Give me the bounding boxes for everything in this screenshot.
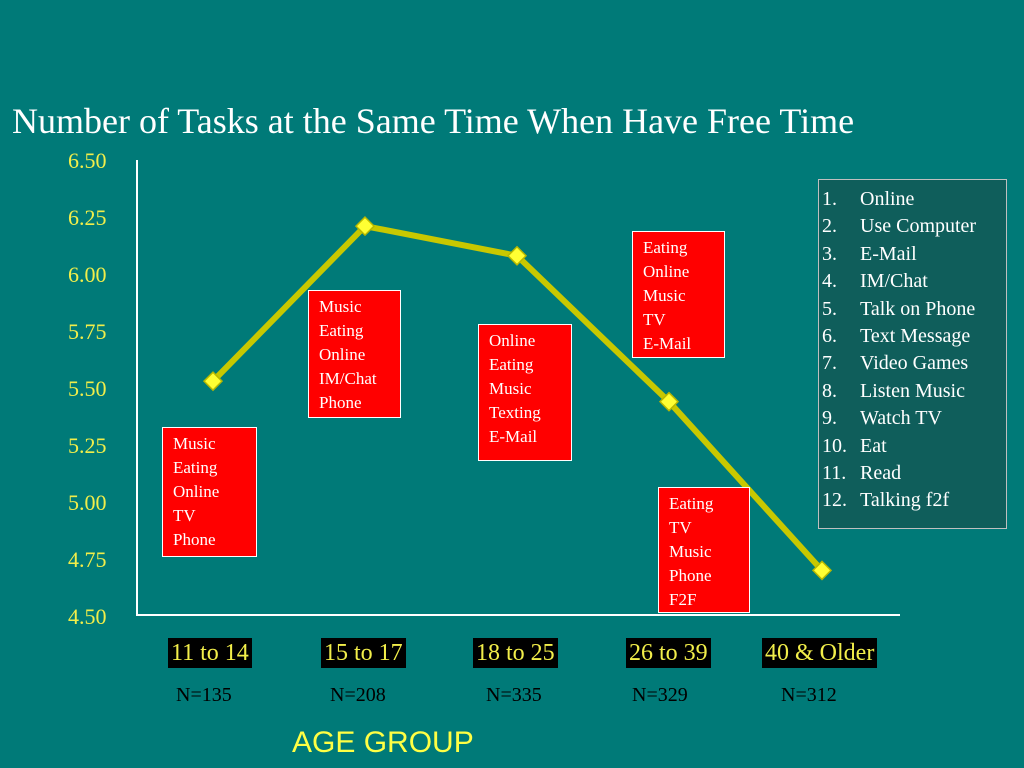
legend-item-label: Online bbox=[860, 188, 915, 210]
task-box-line: E-Mail bbox=[643, 334, 692, 353]
data-point-marker bbox=[506, 245, 528, 266]
task-box-line: Phone bbox=[319, 393, 362, 412]
legend-item-label: Text Message bbox=[860, 324, 971, 347]
y-tick-label: 5.50 bbox=[68, 376, 107, 401]
legend-item-label: IM/Chat bbox=[860, 270, 928, 293]
x-category-label: 18 to 25 bbox=[473, 638, 558, 668]
legend-item-label: Watch TV bbox=[860, 407, 942, 430]
task-box-line: Eating bbox=[669, 494, 714, 513]
legend-item-number: 6. bbox=[822, 324, 837, 347]
data-point-marker bbox=[658, 391, 680, 412]
legend-item: 4. IM/Chat bbox=[819, 268, 1006, 295]
legend-item: 12. Talking f2f bbox=[819, 487, 1006, 514]
task-box-line: F2F bbox=[669, 590, 697, 609]
task-box-line: Online bbox=[173, 482, 220, 501]
n-count-label: N=329 bbox=[632, 684, 688, 706]
task-box-line: Phone bbox=[669, 566, 712, 585]
y-tick-label: 5.25 bbox=[68, 433, 107, 458]
x-category-label: 26 to 39 bbox=[626, 638, 711, 668]
legend-item: 11. Read bbox=[819, 460, 1006, 487]
legend-item-number: 11. bbox=[822, 461, 847, 484]
task-legend: 1. Online 2. Use Computer 3. E-Mail 4. IM/Chat 5… bbox=[818, 179, 1007, 529]
n-count-label: N=335 bbox=[486, 684, 542, 706]
task-box-line: Music bbox=[643, 286, 686, 305]
task-box-line: Eating bbox=[173, 458, 218, 477]
task-box-26-to-39: Eating Online Music TV E-Mail bbox=[632, 231, 725, 358]
task-box-line: Phone bbox=[173, 530, 216, 549]
legend-item: 5. Talk on Phone bbox=[819, 296, 1006, 323]
legend-item-number: 10. bbox=[822, 434, 847, 457]
task-box-line: Texting bbox=[489, 403, 541, 422]
task-box-line: Eating bbox=[489, 355, 534, 374]
task-box-line: IM/Chat bbox=[319, 369, 377, 388]
legend-item-label: E-Mail bbox=[860, 242, 917, 265]
task-box-line: Eating bbox=[643, 238, 688, 257]
task-box-40-and-older: Eating TV Music Phone F2F bbox=[658, 487, 750, 613]
y-axis-ticks: 6.50 6.25 6.00 5.75 5.50 5.25 5.00 4.75 4.50 bbox=[68, 148, 107, 629]
task-box-line: Eating bbox=[319, 321, 364, 340]
legend-item-label: Talk on Phone bbox=[860, 297, 976, 320]
task-box-line: TV bbox=[643, 310, 666, 329]
data-point-marker bbox=[354, 216, 376, 237]
legend-item-number: 2. bbox=[822, 215, 837, 238]
task-box-line: Online bbox=[643, 262, 690, 281]
y-tick-label: 4.75 bbox=[68, 547, 107, 572]
n-count-label: N=208 bbox=[330, 684, 386, 706]
legend-item-label: Read bbox=[860, 461, 902, 484]
legend-item: 7. Video Games bbox=[819, 350, 1006, 377]
x-axis-label: AGE GROUP bbox=[292, 726, 474, 759]
x-category-label: 40 & Older bbox=[762, 638, 878, 668]
task-box-15-to-17: Music Eating Online IM/Chat Phone bbox=[308, 290, 401, 418]
legend-item-number: 7. bbox=[822, 352, 837, 375]
task-box-line: Music bbox=[489, 379, 532, 398]
legend-item-label: Video Games bbox=[860, 352, 969, 375]
chart-title: Number of Tasks at the Same Time When Ha… bbox=[12, 101, 855, 141]
y-tick-label: 6.25 bbox=[68, 205, 107, 230]
legend-item-label: Use Computer bbox=[860, 215, 977, 238]
task-box-11-to-14: Music Eating Online TV Phone bbox=[162, 427, 257, 557]
data-point-marker bbox=[202, 371, 224, 392]
task-box-line: Music bbox=[319, 297, 362, 316]
legend-item-number: 8. bbox=[822, 379, 837, 402]
legend-item: 1. Online bbox=[819, 186, 1006, 213]
y-tick-label: 6.00 bbox=[68, 262, 107, 287]
task-box-line: Music bbox=[173, 434, 216, 453]
legend-item: 6. Text Message bbox=[819, 323, 1006, 350]
task-box-line: E-Mail bbox=[489, 427, 538, 446]
y-tick-label: 5.75 bbox=[68, 319, 107, 344]
y-tick-label: 5.00 bbox=[68, 490, 107, 515]
task-box-18-to-25: Online Eating Music Texting E-Mail bbox=[478, 324, 572, 461]
task-box-line: TV bbox=[669, 518, 692, 537]
task-box-line: Online bbox=[489, 331, 536, 350]
legend-item-label: Talking f2f bbox=[860, 489, 950, 512]
legend-item-label: Eat bbox=[860, 434, 887, 457]
task-box-line: Music bbox=[669, 542, 712, 561]
legend-item-number: 12. bbox=[822, 489, 847, 512]
data-point-marker bbox=[811, 560, 833, 581]
legend-item: 8. Listen Music bbox=[819, 378, 1006, 405]
legend-item: 3. E-Mail bbox=[819, 241, 1006, 268]
legend-item: 2. Use Computer bbox=[819, 213, 1006, 240]
legend-item-number: 5. bbox=[822, 297, 837, 320]
task-box-line: TV bbox=[173, 506, 196, 525]
x-category-label: 15 to 17 bbox=[321, 638, 406, 668]
legend-item-number: 4. bbox=[822, 270, 837, 293]
legend-item: 9. Watch TV bbox=[819, 405, 1006, 432]
legend-item: 10. Eat bbox=[819, 433, 1006, 460]
legend-item-label: Listen Music bbox=[860, 379, 965, 402]
n-count-label: N=135 bbox=[176, 684, 232, 706]
n-count-label: N=312 bbox=[781, 684, 837, 706]
y-tick-label: 6.50 bbox=[68, 148, 107, 173]
y-tick-label: 4.50 bbox=[68, 604, 107, 629]
legend-item-number: 9. bbox=[822, 407, 837, 430]
legend-item-number: 3. bbox=[822, 242, 837, 265]
task-box-line: Online bbox=[319, 345, 366, 364]
legend-item-number: 1. bbox=[822, 188, 837, 210]
x-category-label: 11 to 14 bbox=[168, 638, 252, 668]
